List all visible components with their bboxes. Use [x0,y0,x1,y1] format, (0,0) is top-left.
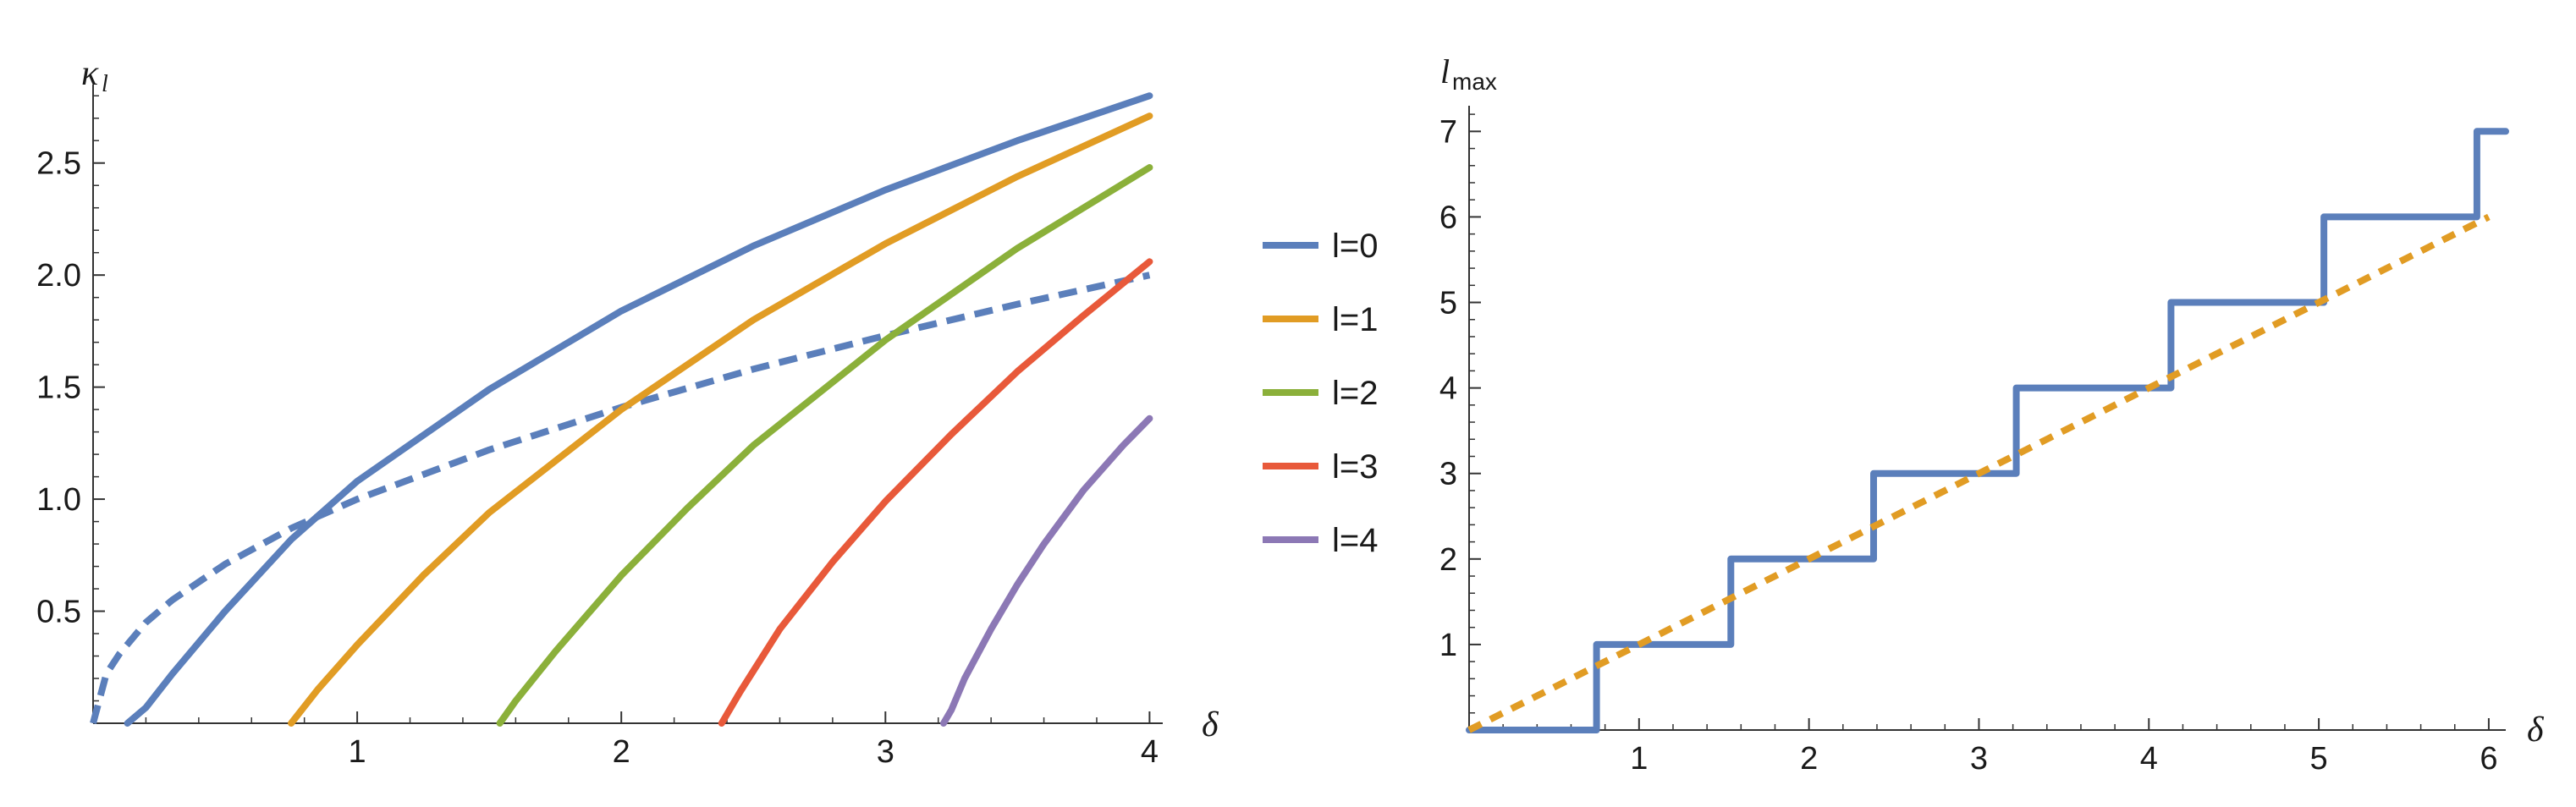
legend: l=0 l=1 l=2 l=3 l=4 [1263,228,1379,559]
lmax-y-tick-label: 5 [1439,286,1457,321]
legend-label-2: l=2 [1332,375,1379,412]
kappa-chart: 1 2 3 4 0.5 1.0 1.5 2.0 2.5 κ l δ [36,54,1219,770]
lmax-y-tick-label: 7 [1439,114,1457,150]
kappa-x-tick-label: 3 [877,734,894,770]
kappa-axes: 1 2 3 4 0.5 1.0 1.5 2.0 2.5 [36,85,1163,770]
kappa-y-label-sub: l [102,71,108,97]
kappa-series-3 [496,164,1153,727]
kappa-y-tick-label: 1.5 [36,371,81,406]
lmax-chart: 1 2 3 4 5 6 1 2 3 4 5 6 7 l max δ [1439,52,2545,777]
kappa-y-tick-label: 2.0 [36,258,81,294]
lmax-axes: 1 2 3 4 5 6 1 2 3 4 5 6 7 [1439,106,2506,777]
kappa-series-4 [718,258,1153,727]
lmax-y-tick-label: 1 [1439,628,1457,663]
kappa-x-tick-label: 4 [1141,734,1159,770]
kappa-series-0 [90,272,1151,725]
lmax-series-group [1466,128,2509,733]
legend-label-4: l=4 [1332,522,1379,559]
legend-label-3: l=3 [1332,448,1379,486]
lmax-x-label: δ [2527,711,2545,749]
lmax-y-tick-label: 6 [1439,200,1457,235]
kappa-y-tick-label: 2.5 [36,146,81,182]
lmax-series-0 [1466,128,2509,733]
legend-label-1: l=1 [1332,301,1379,338]
lmax-y-tick-label: 3 [1439,457,1457,492]
kappa-y-label: κ [81,54,99,93]
kappa-series-group [90,92,1153,727]
lmax-x-tick-label: 6 [2480,741,2497,777]
lmax-x-tick-label: 2 [1800,741,1818,777]
lmax-x-tick-label: 5 [2310,741,2328,777]
legend-label-0: l=0 [1332,228,1379,265]
lmax-y-tick-label: 4 [1439,371,1457,407]
lmax-y-label: l [1440,52,1450,91]
kappa-x-label: δ [1202,705,1219,744]
kappa-series-2 [288,113,1153,727]
kappa-y-tick-label: 1.0 [36,482,81,518]
lmax-y-tick-label: 2 [1439,542,1457,578]
kappa-series-1 [124,92,1153,727]
kappa-x-tick-label: 2 [613,734,630,770]
lmax-x-tick-label: 3 [1970,741,1988,777]
kappa-x-tick-label: 1 [349,734,366,770]
kappa-y-tick-label: 0.5 [36,595,81,630]
lmax-series-1 [1467,213,2491,733]
kappa-series-5 [940,414,1153,727]
lmax-x-tick-label: 1 [1630,741,1648,777]
lmax-x-tick-label: 4 [2140,741,2158,777]
lmax-y-label-sub: max [1452,69,1497,95]
